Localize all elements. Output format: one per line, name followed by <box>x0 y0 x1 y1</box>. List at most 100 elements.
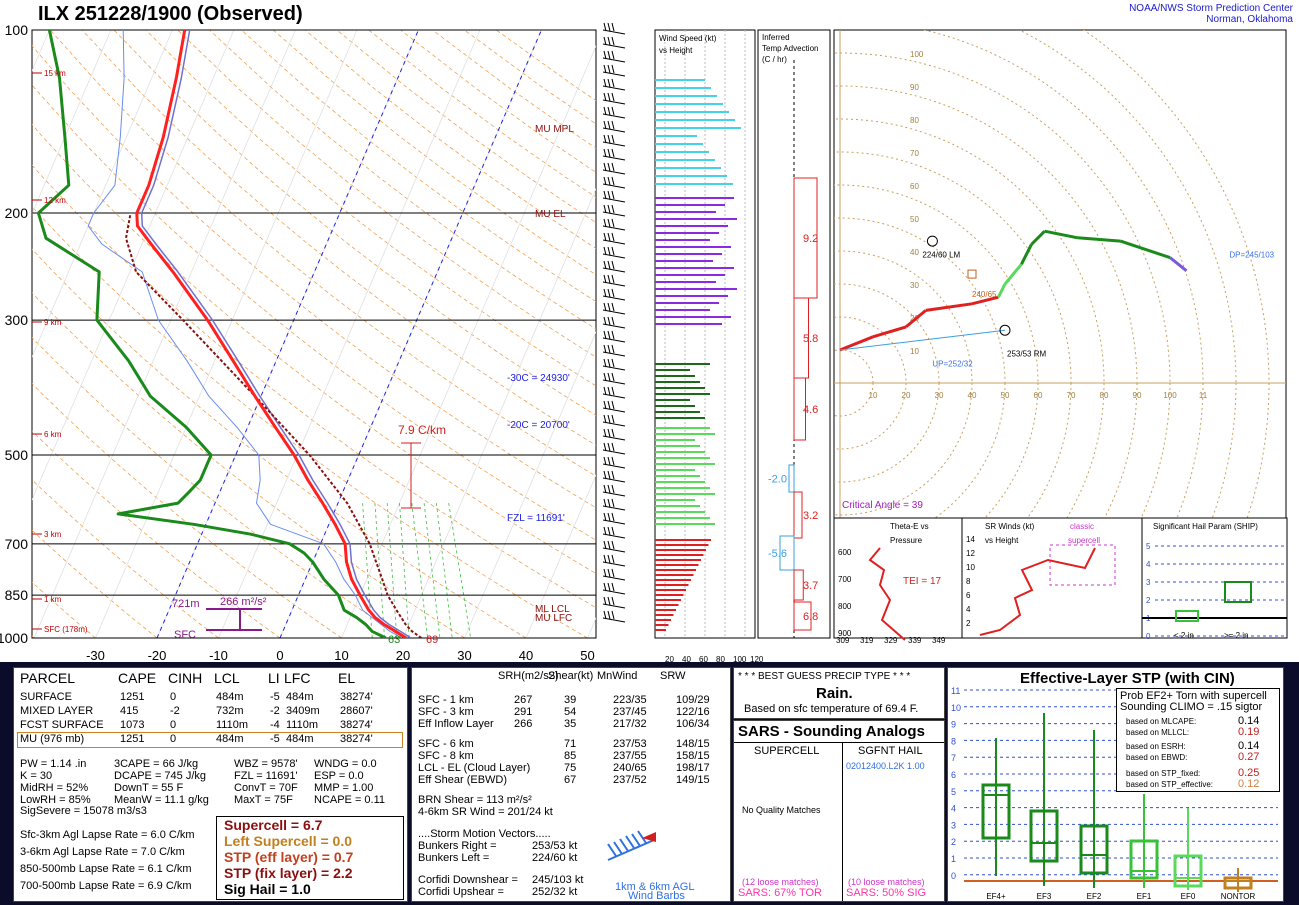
isotherm <box>95 30 358 638</box>
wind-barb-flag <box>611 428 615 438</box>
hodo-segment <box>905 309 927 329</box>
advection-value: -5.6 <box>768 548 787 560</box>
hodo-x-tick: 70 <box>1067 391 1076 400</box>
kin-header: MnWind <box>597 670 638 682</box>
adv-title-1: Inferred <box>762 33 790 42</box>
stp-y-tick: 5 <box>951 787 956 797</box>
thermo-cell: MidRH = 52% <box>20 782 89 794</box>
hodo-ring-label: 90 <box>910 83 919 92</box>
wind-barb-flag <box>607 582 611 592</box>
mixing-ratio-line <box>436 503 453 638</box>
parcel-cell: -5 <box>270 691 280 703</box>
temperature-line <box>135 30 407 638</box>
wind-barb <box>602 505 626 511</box>
kin-value: 39 <box>564 694 577 706</box>
wind-barb-flag <box>603 218 607 228</box>
kinematics-panel: SRH(m2/s2) Shear(kt) MnWind SRW SFC - 1 km 26… <box>411 667 731 902</box>
wind-barb-flag <box>611 442 615 452</box>
wind-barb-flag <box>603 176 607 186</box>
parcel-cell: MIXED LAYER <box>20 705 94 717</box>
sigsevere-value: SigSevere = 15078 m3/s3 <box>20 805 147 817</box>
hodo-segment <box>1120 239 1171 260</box>
wind-barb <box>602 617 626 623</box>
stp-row-label: based on STP_fixed: <box>1126 769 1201 778</box>
parcel-cell: 0 <box>170 719 177 731</box>
wind-barb-flag <box>607 330 611 340</box>
wind-barb-flag <box>607 92 611 102</box>
brn-shear: BRN Shear = 113 m²/s² <box>418 794 532 806</box>
bunkers-right-marker <box>999 324 1011 336</box>
stp-row-label: based on MLCAPE: <box>1126 717 1197 726</box>
isotherm <box>464 331 596 638</box>
wind-barb-flag <box>607 120 611 130</box>
lapse-rate-line: Sfc-3km Agl Lapse Rate = 6.0 C/km <box>20 829 195 841</box>
parcel-cell: FCST SURFACE <box>20 719 104 731</box>
wind-barb-flag <box>607 386 611 396</box>
advection-value: -2.0 <box>768 474 787 486</box>
wind-barb <box>602 197 626 203</box>
wind-barb-flag <box>611 190 615 200</box>
stp-panel: Effective-Layer STP (with CIN) 11 10 9 8 7 6 5… <box>947 667 1284 902</box>
precip-panel: * * * BEST GUESS PRECIP TYPE * * * Rain.… <box>733 667 945 719</box>
srh-label: 266 m²/s² <box>220 596 267 608</box>
sars-col-divider <box>842 742 843 901</box>
wind-barb-flag <box>607 274 611 284</box>
stp-row-value: 0.25 <box>1238 767 1260 779</box>
ship-y-tick: 5 <box>1146 542 1151 551</box>
hodo-ring-label: 70 <box>910 149 919 158</box>
height-label: 6 km <box>44 430 62 439</box>
kin-label: Eff Inflow Layer <box>418 718 494 730</box>
mixing-ratio-line <box>362 503 373 638</box>
stp-info-box <box>1116 688 1280 792</box>
hodo-ring-label: 50 <box>910 215 919 224</box>
thermo-cell: MMP = 1.00 <box>314 782 374 794</box>
dry-adiabat <box>81 30 596 446</box>
stp-y-tick: 11 <box>951 686 960 696</box>
hodo-segment <box>997 283 1007 298</box>
hodo-ring-label: 40 <box>910 248 919 257</box>
wind-barb-flag <box>603 134 607 144</box>
wind-barb-flag <box>603 162 607 172</box>
wind-barb <box>602 449 626 455</box>
parcel-trace <box>125 212 422 638</box>
stp-category-label: EF1 <box>1137 892 1152 901</box>
kin-value: 109/29 <box>676 694 710 706</box>
org-line-2: Norman, Oklahoma <box>1206 14 1293 25</box>
wind-barb-flag <box>603 554 607 564</box>
wind-barb-flag <box>603 204 607 214</box>
parcel-cell: SURFACE <box>20 691 72 703</box>
stp-y-tick: 6 <box>951 770 956 780</box>
pressure-tick: 200 <box>5 205 29 221</box>
dry-adiabat <box>32 45 596 509</box>
theta-y-tick: 900 <box>838 629 852 638</box>
wind-barbs-icon <box>607 830 656 861</box>
theta-x-tick: 339 <box>908 636 922 645</box>
wind-barb-flag <box>607 372 611 382</box>
parcel-cell: 28607' <box>340 705 373 717</box>
parcel-cell: 38274' <box>340 733 373 745</box>
storm-motion-value: 253/53 kt <box>532 840 578 852</box>
dry-adiabat <box>32 383 342 638</box>
wind-barb-flag <box>603 512 607 522</box>
wind-barb-flag <box>607 22 611 32</box>
kin-label: SFC - 3 km <box>418 706 474 718</box>
isotherm <box>525 474 596 638</box>
advection-value: 3.7 <box>803 580 818 592</box>
stp-category-label: NONTOR <box>1221 892 1256 901</box>
thermo-cell: ConvT = 70F <box>234 782 298 794</box>
severe-index: STP (fix layer) = 2.2 <box>224 865 353 881</box>
wind-barb-flag <box>611 64 615 74</box>
isotherm <box>341 45 596 638</box>
hodo-ring-label: 100 <box>910 50 924 59</box>
level-annotation: FZL = 11691' <box>507 513 565 524</box>
lapse-rate-label: 7.9 C/km <box>398 423 446 437</box>
wind-barb-flag <box>611 176 615 186</box>
lapse-rate-line: 700-500mb Lapse Rate = 6.9 C/km <box>20 880 192 892</box>
storm-motion-label: Corfidi Downshear = <box>418 874 518 886</box>
wind-barb-flag <box>603 582 607 592</box>
stp-category-label: EF2 <box>1087 892 1102 901</box>
sars-panel: SARS - Sounding Analogs SUPERCELL SGFNT … <box>733 720 945 902</box>
wind-barb-flag <box>603 246 607 256</box>
wind-barb-flag <box>611 484 615 494</box>
